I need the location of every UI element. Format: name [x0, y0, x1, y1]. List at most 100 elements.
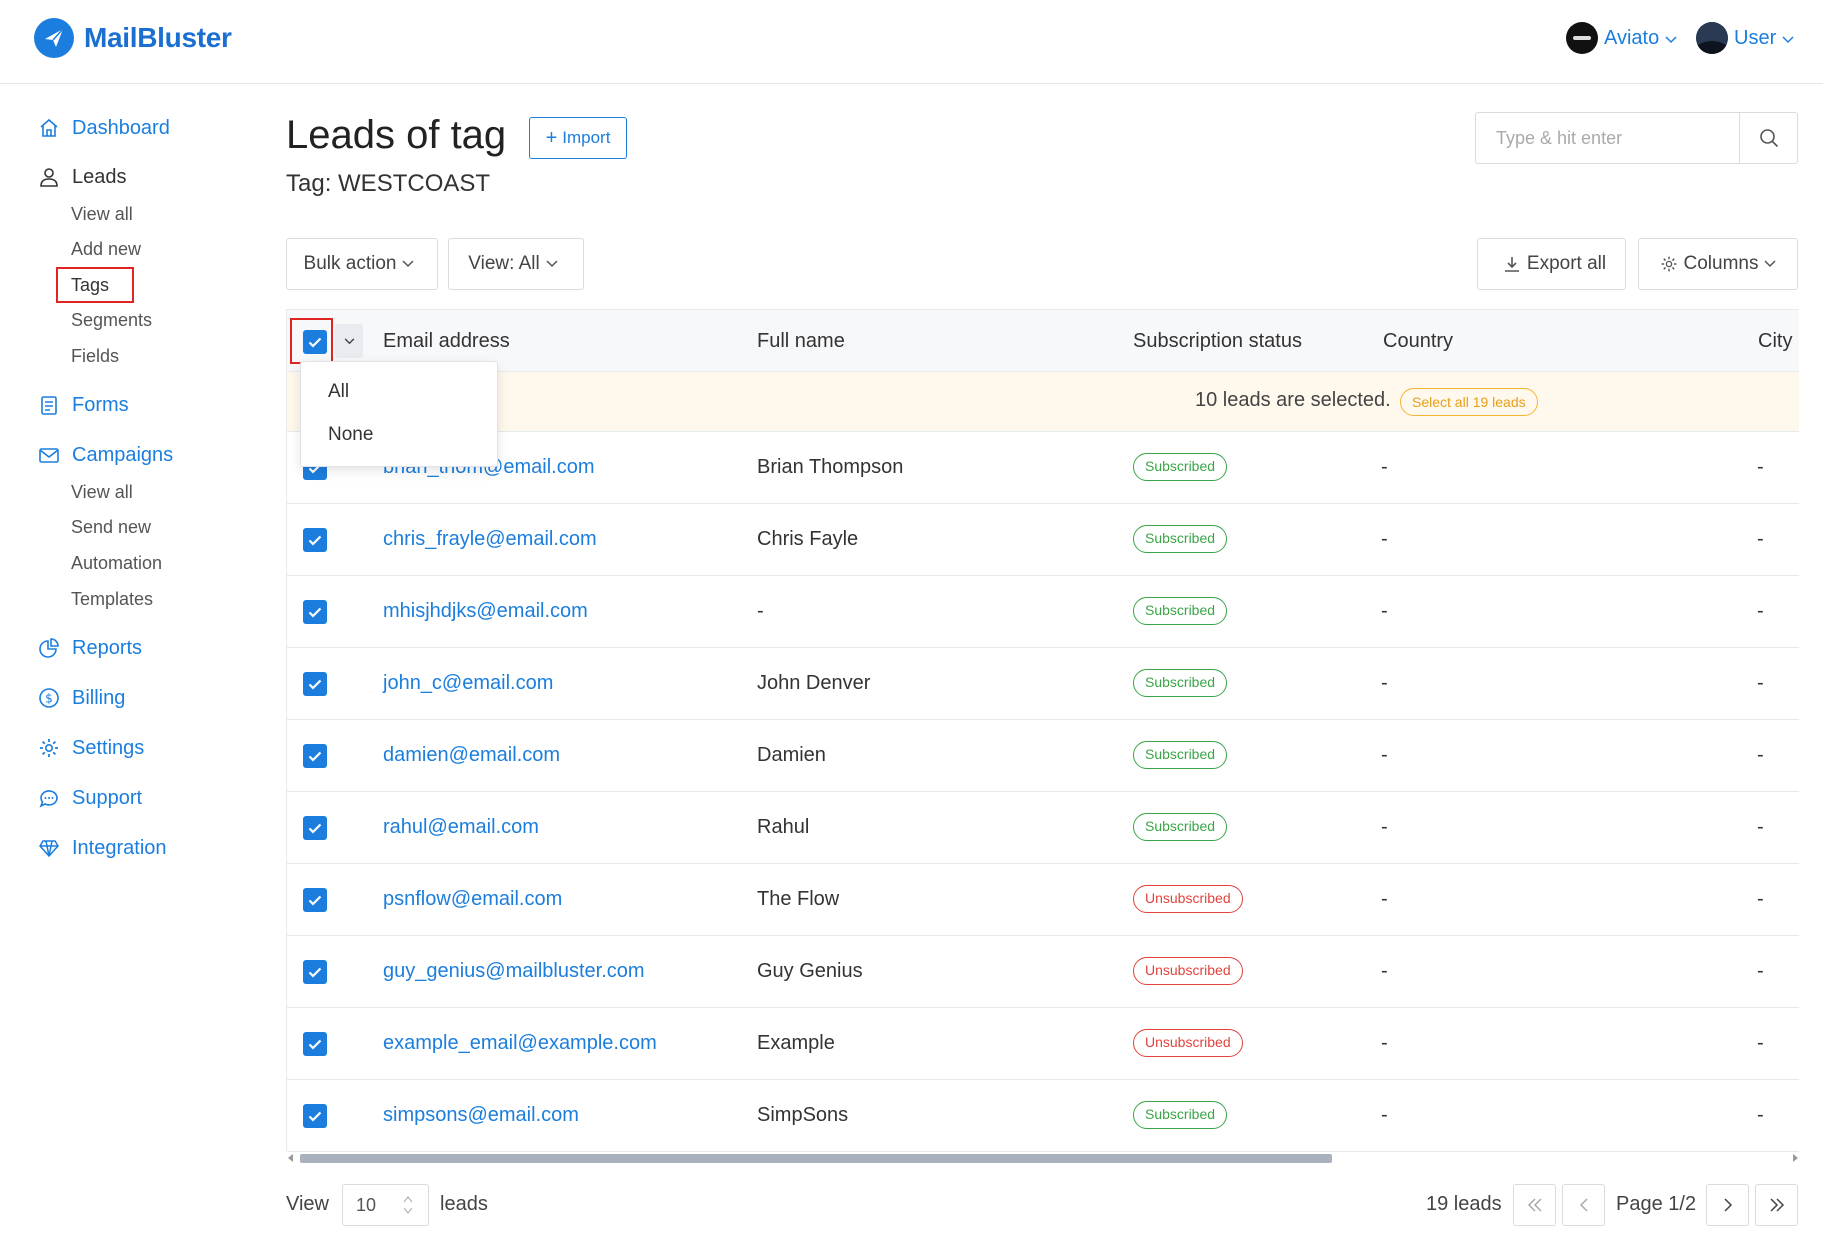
sidebar-subitem-tags[interactable]: Tags: [71, 275, 110, 295]
scrollbar-thumb[interactable]: [300, 1154, 1332, 1163]
sidebar-item-integration[interactable]: Integration: [38, 834, 167, 862]
check-icon: [308, 607, 322, 618]
sidebar-item-reports[interactable]: Reports: [38, 634, 142, 662]
sidebar-item-label: Integration: [72, 836, 167, 859]
sidebar-item-settings[interactable]: Settings: [38, 734, 144, 762]
lead-email-link[interactable]: mhisjhdjks@email.com: [383, 600, 588, 622]
sidebar-subitem-add-new[interactable]: Add new: [71, 239, 142, 259]
column-header-subscription-status[interactable]: Subscription status: [1133, 330, 1302, 352]
sidebar-item-billing[interactable]: $ Billing: [38, 684, 125, 712]
select-option-all[interactable]: All: [328, 381, 350, 402]
table-row[interactable]: guy_genius@mailbluster.com Guy Genius Unsu…: [287, 936, 1799, 1008]
workspace-avatar: [1566, 22, 1598, 54]
lead-email-link[interactable]: psnflow@email.com: [383, 888, 563, 910]
chevron-right-icon: [1723, 1198, 1732, 1212]
sidebar-subitem-campaigns-view-all[interactable]: View all: [71, 482, 133, 502]
sidebar-item-leads[interactable]: Leads: [38, 163, 127, 191]
leads-label: leads: [440, 1193, 488, 1215]
table-row[interactable]: mhisjhdjks@email.com - Subscribed - -: [287, 576, 1799, 648]
select-all-checkbox[interactable]: [303, 330, 327, 354]
lead-full-name: Rahul: [757, 816, 810, 838]
column-header-full-name[interactable]: Full name: [757, 330, 845, 352]
check-icon: [308, 535, 322, 546]
lead-country: -: [1381, 960, 1388, 982]
user-name: User: [1734, 26, 1777, 49]
sidebar-subitem-templates[interactable]: Templates: [71, 589, 154, 609]
column-header-city[interactable]: City: [1758, 330, 1793, 352]
horizontal-scrollbar[interactable]: [287, 1151, 1799, 1165]
lead-full-name: The Flow: [757, 888, 840, 910]
row-checkbox[interactable]: [303, 600, 327, 624]
lead-email-link[interactable]: simpsons@email.com: [383, 1104, 579, 1126]
lead-email-link[interactable]: damien@email.com: [383, 744, 561, 766]
check-icon: [308, 337, 322, 348]
sidebar-item-label: Dashboard: [72, 116, 170, 139]
lead-city: -: [1757, 528, 1764, 550]
lead-email-link[interactable]: guy_genius@mailbluster.com: [383, 960, 645, 982]
row-checkbox[interactable]: [303, 744, 327, 768]
lead-city: -: [1757, 888, 1764, 910]
last-page-button[interactable]: [1755, 1184, 1798, 1226]
lead-country: -: [1381, 744, 1388, 766]
status-badge: Subscribed: [1133, 669, 1228, 697]
row-checkbox[interactable]: [303, 816, 327, 840]
lead-country: -: [1381, 888, 1388, 910]
table-row[interactable]: chris_frayle@email.com Chris Fayle Subscri…: [287, 504, 1799, 576]
import-button[interactable]: + Import: [529, 117, 627, 159]
sidebar-subitem-view-all[interactable]: View all: [71, 204, 133, 224]
export-all-button[interactable]: Export all: [1477, 238, 1626, 290]
lead-email-link[interactable]: john_c@email.com: [383, 672, 554, 694]
sidebar-item-dashboard[interactable]: Dashboard: [38, 114, 170, 142]
sidebar-subitem-fields[interactable]: Fields: [71, 346, 120, 366]
search-button[interactable]: [1739, 113, 1797, 163]
lead-country: -: [1381, 456, 1388, 478]
sidebar-subitem-send-new[interactable]: Send new: [71, 517, 152, 537]
table-row[interactable]: rahul@email.com Rahul Subscribed - -: [287, 792, 1799, 864]
sidebar-subitem-automation[interactable]: Automation: [71, 553, 163, 573]
total-leads-count: 19 leads: [1426, 1193, 1502, 1215]
table-row[interactable]: damien@email.com Damien Subscribed - -: [287, 720, 1799, 792]
lead-city: -: [1757, 672, 1764, 694]
lead-city: -: [1757, 744, 1764, 766]
row-checkbox[interactable]: [303, 1104, 327, 1128]
row-checkbox[interactable]: [303, 528, 327, 552]
select-option-none[interactable]: None: [328, 424, 374, 445]
lead-email-link[interactable]: rahul@email.com: [383, 816, 539, 838]
sidebar-subitem-segments[interactable]: Segments: [71, 310, 153, 330]
double-chevron-left-icon: [1527, 1198, 1542, 1212]
sidebar-item-support[interactable]: Support: [38, 784, 142, 812]
row-checkbox[interactable]: [303, 960, 327, 984]
row-checkbox[interactable]: [303, 1032, 327, 1056]
table-row[interactable]: example_email@example.com Example Unsubscr…: [287, 1008, 1799, 1080]
gear-icon: [1661, 256, 1676, 272]
previous-page-button[interactable]: [1562, 1184, 1605, 1226]
lead-email-link[interactable]: chris_frayle@email.com: [383, 528, 597, 550]
user-menu[interactable]: User: [1696, 22, 1794, 54]
column-header-email[interactable]: Email address: [383, 330, 510, 352]
sidebar-item-forms[interactable]: Forms: [38, 391, 129, 419]
bulk-action-dropdown[interactable]: Bulk action: [286, 238, 438, 290]
select-options-dropdown-toggle[interactable]: [335, 324, 363, 358]
column-header-country[interactable]: Country: [1383, 330, 1454, 352]
select-options-menu: All None: [300, 361, 498, 467]
table-row[interactable]: simpsons@email.com SimpSons Subscribed - -: [287, 1080, 1799, 1152]
user-avatar: [1696, 22, 1728, 54]
columns-dropdown[interactable]: Columns: [1638, 238, 1798, 290]
select-all-leads-button[interactable]: Select all 19 leads: [1400, 388, 1538, 416]
check-icon: [308, 1111, 322, 1122]
sidebar-item-campaigns[interactable]: Campaigns: [38, 441, 173, 469]
table-row[interactable]: john_c@email.com John Denver Subscribed - -: [287, 648, 1799, 720]
search-input[interactable]: [1476, 113, 1739, 163]
first-page-button[interactable]: [1513, 1184, 1556, 1226]
view-filter-label: View: All: [468, 253, 540, 274]
row-checkbox[interactable]: [303, 888, 327, 912]
table-row[interactable]: brian_thom@email.com Brian Thompson Subscr…: [287, 432, 1799, 504]
workspace-switcher[interactable]: Aviato: [1566, 22, 1677, 54]
brand-logo[interactable]: MailBluster: [34, 18, 232, 58]
row-checkbox[interactable]: [303, 672, 327, 696]
view-filter-dropdown[interactable]: View: All: [448, 238, 584, 290]
table-row[interactable]: psnflow@email.com The Flow Unsubscribed - -: [287, 864, 1799, 936]
lead-email-link[interactable]: example_email@example.com: [383, 1032, 657, 1054]
page-size-stepper[interactable]: 10: [342, 1184, 429, 1226]
next-page-button[interactable]: [1706, 1184, 1749, 1226]
